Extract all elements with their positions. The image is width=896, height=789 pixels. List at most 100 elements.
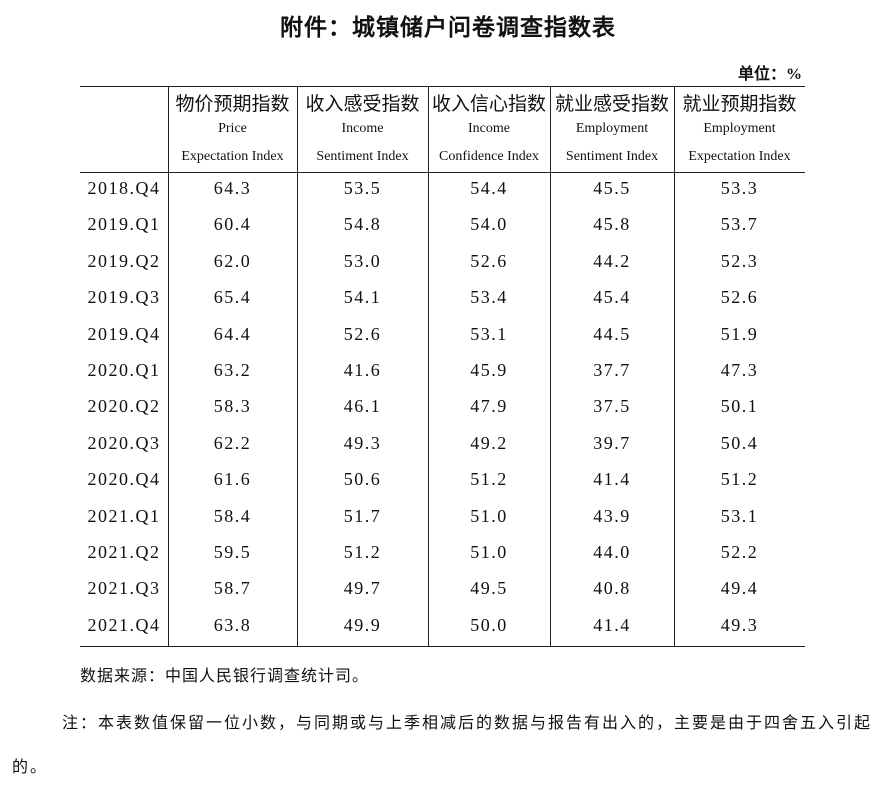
rule xyxy=(297,86,298,647)
cell: 53.4 xyxy=(470,287,508,308)
column-header-en: Income xyxy=(341,121,384,136)
cell: 39.7 xyxy=(593,432,631,453)
cell: 64.3 xyxy=(213,178,252,198)
rule xyxy=(550,86,551,647)
cell: 53.7 xyxy=(720,214,759,235)
cell: 37.7 xyxy=(593,360,631,380)
cell: 41.4 xyxy=(593,614,631,635)
cell: 49.4 xyxy=(720,578,759,599)
row-label: 2020.Q4 xyxy=(87,469,161,490)
cell: 52.6 xyxy=(720,287,759,308)
cell: 51.2 xyxy=(470,469,508,490)
rule xyxy=(80,646,805,648)
cell: 52.6 xyxy=(343,323,382,344)
row-label: 2020.Q3 xyxy=(87,432,161,453)
row-label: 2019.Q3 xyxy=(87,287,161,308)
rule xyxy=(428,86,429,647)
cell: 50.1 xyxy=(720,396,759,417)
column-header: 收入信心指数 xyxy=(431,94,546,115)
cell: 50.6 xyxy=(343,469,382,490)
column-header-en: Employment xyxy=(575,121,649,136)
cell: 44.0 xyxy=(593,542,631,562)
cell: 54.8 xyxy=(343,214,382,235)
cell: 44.5 xyxy=(593,323,631,344)
row-label: 2020.Q1 xyxy=(87,360,161,380)
cell: 37.5 xyxy=(593,396,631,417)
column-header-en: Sentiment Index xyxy=(316,149,409,164)
cell: 45.9 xyxy=(470,360,508,380)
cell: 63.2 xyxy=(213,360,252,380)
cell: 53.3 xyxy=(720,178,759,198)
column-header-en: Expectation Index xyxy=(688,149,791,164)
cell: 58.4 xyxy=(213,505,252,526)
cell: 61.6 xyxy=(213,469,252,490)
cell: 60.4 xyxy=(213,214,252,235)
cell: 45.5 xyxy=(593,178,631,198)
note: 注：本表数值保留一位小数，与同期或与上季相减后的数据与报告有出入的，主要是由于四… xyxy=(12,715,873,776)
cell: 54.4 xyxy=(470,178,508,198)
cell: 45.4 xyxy=(593,287,631,308)
cell: 51.0 xyxy=(470,505,508,526)
row-label: 2021.Q3 xyxy=(87,578,161,599)
row-label: 2019.Q1 xyxy=(87,214,161,235)
cell: 52.2 xyxy=(720,542,759,562)
cell: 62.2 xyxy=(213,432,252,453)
cell: 59.5 xyxy=(213,542,252,562)
cell: 54.1 xyxy=(343,287,382,308)
cell: 49.3 xyxy=(720,614,759,635)
cell: 41.6 xyxy=(343,360,382,380)
cell: 41.4 xyxy=(593,469,631,490)
cell: 53.5 xyxy=(343,178,382,198)
cell: 46.1 xyxy=(343,396,382,417)
cell: 51.7 xyxy=(343,505,382,526)
row-label: 2018.Q4 xyxy=(87,178,161,198)
column-header-en: Employment xyxy=(703,121,776,136)
cell: 49.7 xyxy=(343,578,382,599)
column-header: 就业感受指数 xyxy=(554,94,669,115)
column-header: 就业预期指数 xyxy=(682,94,797,115)
cell: 53.1 xyxy=(470,323,508,344)
column-header-en: Confidence Index xyxy=(439,149,539,164)
column-header: 物价预期指数 xyxy=(175,94,290,115)
cell: 47.3 xyxy=(720,360,759,380)
column-header-en: Sentiment Index xyxy=(565,149,659,164)
cell: 62.0 xyxy=(213,250,252,271)
column-header: 收入感受指数 xyxy=(305,94,420,115)
cell: 51.2 xyxy=(720,469,759,490)
title: 附件：城镇储户问卷调查指数表 xyxy=(280,15,616,40)
cell: 52.3 xyxy=(720,250,759,271)
row-label: 2021.Q4 xyxy=(87,614,161,635)
row-label: 2020.Q2 xyxy=(87,396,161,417)
cell: 43.9 xyxy=(593,505,631,526)
cell: 65.4 xyxy=(213,287,252,308)
cell: 54.0 xyxy=(470,214,508,235)
rule xyxy=(80,172,805,173)
cell: 50.4 xyxy=(720,432,759,453)
cell: 40.8 xyxy=(593,578,631,599)
cell: 45.8 xyxy=(593,214,631,235)
row-label: 2021.Q1 xyxy=(87,505,161,526)
cell: 52.6 xyxy=(470,250,508,271)
cell: 63.8 xyxy=(213,614,252,635)
cell: 50.0 xyxy=(470,614,508,635)
column-header-en: Income xyxy=(468,121,510,136)
cell: 49.3 xyxy=(343,432,382,453)
rule xyxy=(674,86,675,647)
row-label: 2019.Q2 xyxy=(87,250,161,271)
rule xyxy=(168,86,169,647)
cell: 58.7 xyxy=(213,578,252,599)
cell: 64.4 xyxy=(213,323,252,344)
cell: 51.0 xyxy=(470,542,508,562)
cell: 44.2 xyxy=(593,250,631,271)
unit: 单位：% xyxy=(737,66,802,83)
cell: 53.1 xyxy=(720,505,759,526)
cell: 51.9 xyxy=(720,323,759,344)
cell: 49.5 xyxy=(470,578,508,599)
cell: 51.2 xyxy=(343,542,382,562)
cell: 53.0 xyxy=(343,250,382,271)
source: 数据来源：中国人民银行调查统计司。 xyxy=(80,668,370,685)
row-label: 2021.Q2 xyxy=(87,542,161,562)
column-header-en: Expectation Index xyxy=(181,149,284,164)
rule xyxy=(80,86,805,87)
